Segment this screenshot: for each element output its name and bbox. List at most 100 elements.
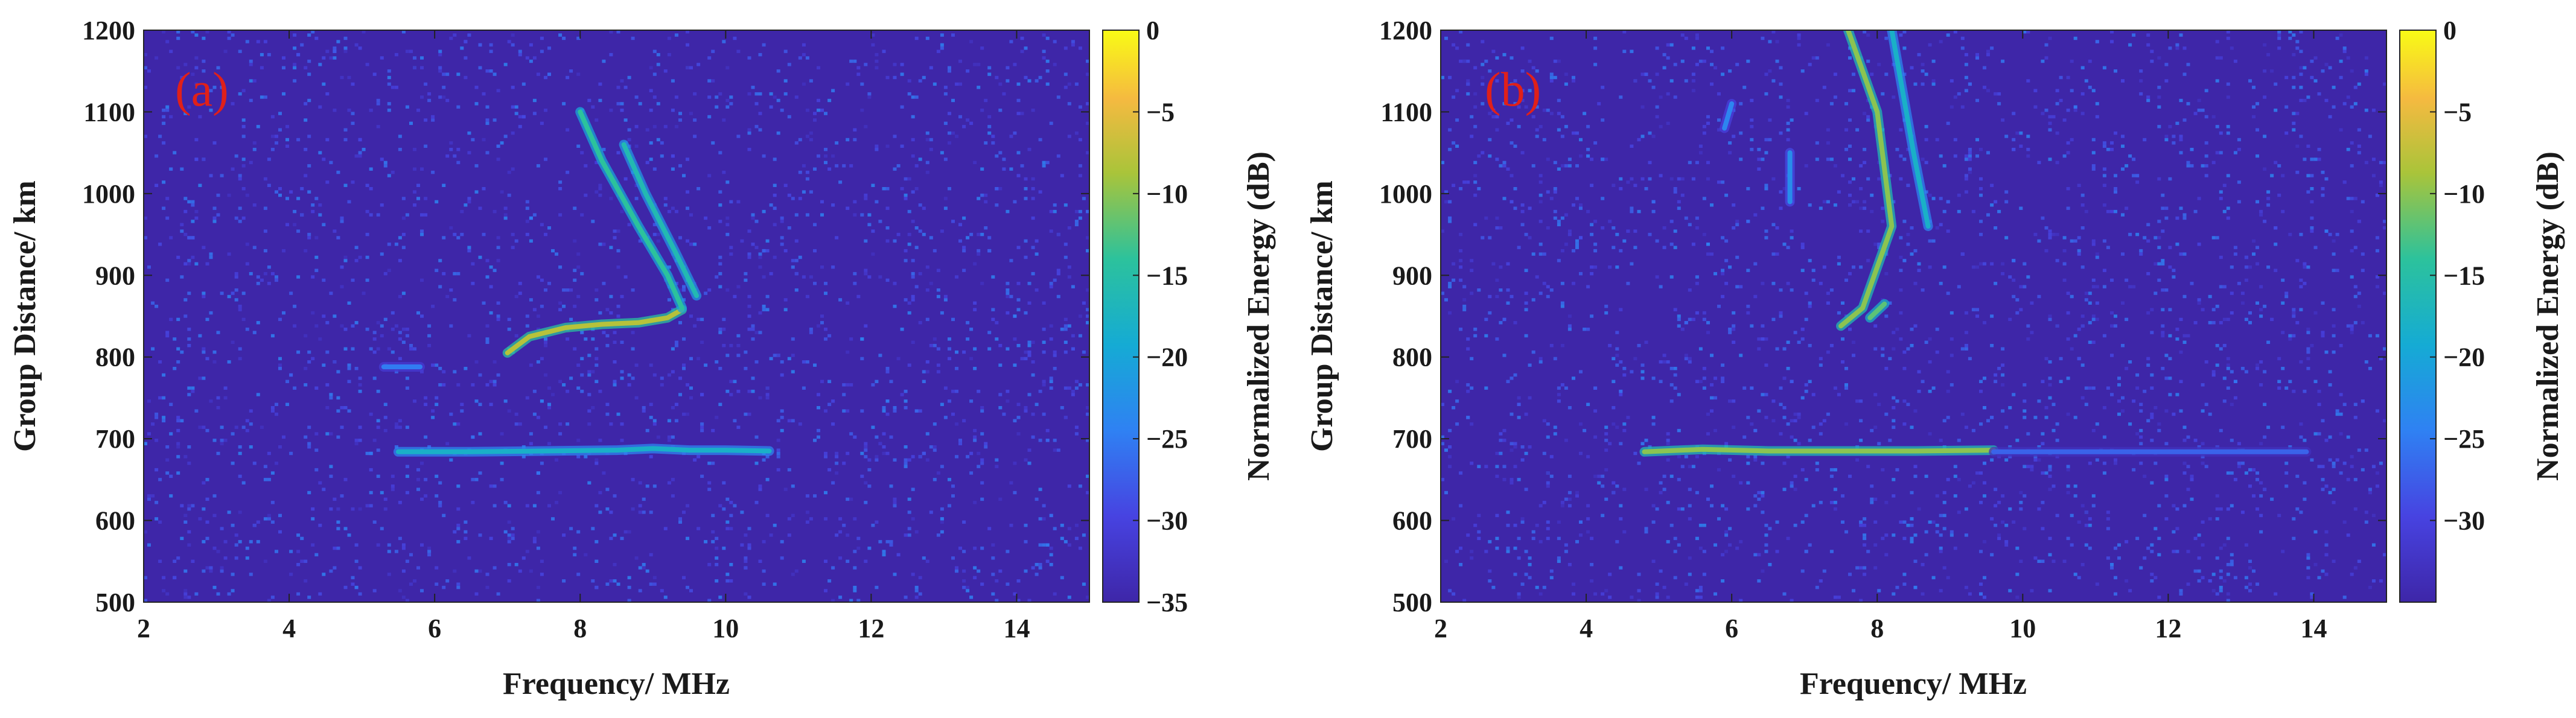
noise-cell	[1524, 291, 1528, 295]
noise-cell	[722, 328, 726, 331]
noise-cell	[758, 488, 762, 491]
noise-cell	[620, 376, 624, 380]
noise-cell	[347, 301, 351, 305]
noise-cell	[2132, 285, 2136, 288]
noise-cell	[1546, 190, 1550, 194]
noise-cell	[627, 530, 631, 534]
noise-cell	[2172, 141, 2176, 145]
noise-cell	[2266, 340, 2271, 344]
noise-cell	[2277, 33, 2281, 37]
noise-cell	[314, 553, 319, 557]
noise-cell	[1779, 82, 1783, 86]
noise-cell	[1549, 569, 1554, 573]
noise-cell	[1448, 148, 1452, 151]
noise-cell	[1761, 324, 1765, 328]
noise-cell	[1695, 491, 1699, 495]
noise-cell	[1549, 576, 1554, 580]
noise-cell	[387, 243, 391, 246]
noise-cell	[1721, 46, 1725, 50]
noise-cell	[1717, 305, 1721, 308]
noise-cell	[2230, 559, 2234, 563]
noise-cell	[238, 540, 242, 544]
noise-cell	[2201, 520, 2205, 524]
noise-cell	[969, 357, 974, 361]
noise-cell	[2186, 334, 2190, 338]
noise-cell	[1630, 49, 1634, 53]
noise-cell	[1042, 328, 1046, 331]
noise-cell	[2023, 285, 2027, 288]
noise-cell	[2310, 458, 2314, 462]
noise-cell	[453, 422, 457, 426]
noise-cell	[936, 268, 940, 272]
noise-cell	[2001, 59, 2005, 63]
noise-cell	[289, 291, 293, 295]
noise-cell	[1848, 118, 1852, 122]
noise-cell	[2197, 243, 2201, 246]
noise-cell	[2110, 30, 2114, 34]
noise-cell	[598, 187, 602, 191]
noise-cell	[2383, 82, 2386, 86]
noise-cell	[2237, 200, 2241, 204]
noise-cell	[973, 428, 977, 433]
noise-cell	[416, 109, 420, 112]
noise-cell	[2375, 275, 2379, 279]
noise-cell	[191, 504, 195, 507]
noise-cell	[1964, 174, 1968, 177]
noise-cell	[278, 317, 282, 322]
noise-cell	[2263, 370, 2267, 373]
noise-cell	[2226, 317, 2230, 322]
noise-cell	[391, 170, 395, 174]
noise-cell	[187, 530, 191, 534]
noise-cell	[907, 301, 911, 305]
noise-cell	[267, 517, 271, 521]
noise-cell	[514, 294, 518, 299]
noise-cell	[1567, 324, 1572, 328]
noise-cell	[875, 59, 879, 63]
noise-cell	[2175, 337, 2179, 341]
noise-cell	[656, 52, 660, 57]
noise-cell	[322, 363, 326, 367]
noise-cell	[223, 556, 228, 560]
noise-cell	[613, 360, 617, 364]
noise-cell	[376, 321, 380, 325]
noise-cell	[882, 553, 886, 557]
noise-cell	[2091, 167, 2096, 171]
noise-cell	[1761, 36, 1765, 40]
noise-cell	[911, 190, 915, 194]
noise-cell	[1020, 36, 1024, 40]
noise-cell	[802, 360, 806, 364]
noise-cell	[2110, 148, 2114, 151]
noise-cell	[1717, 468, 1721, 472]
noise-cell	[1881, 468, 1885, 472]
noise-cell	[1462, 285, 1467, 288]
noise-cell	[1924, 474, 1928, 478]
noise-cell	[2270, 497, 2274, 501]
noise-cell	[2157, 56, 2161, 60]
noise-cell	[544, 288, 547, 292]
noise-cell	[1538, 193, 1543, 197]
noise-cell	[322, 573, 326, 576]
noise-cell	[838, 298, 843, 302]
noise-cell	[2259, 481, 2263, 484]
noise-cell	[241, 89, 246, 92]
noise-cell	[202, 69, 206, 73]
noise-cell	[2219, 197, 2223, 200]
noise-cell	[2263, 220, 2267, 223]
noise-cell	[1619, 517, 1623, 521]
noise-cell	[893, 305, 897, 308]
noise-cell	[1024, 75, 1028, 80]
noise-cell	[1659, 95, 1663, 99]
noise-cell	[580, 373, 584, 377]
noise-cell	[1622, 239, 1627, 243]
noise-cell	[1035, 573, 1039, 576]
noise-cell	[707, 226, 712, 230]
noise-cell	[700, 425, 704, 429]
noise-cell	[485, 585, 489, 589]
noise-cell	[1953, 95, 1957, 99]
noise-cell	[351, 121, 355, 125]
noise-cell	[464, 367, 468, 370]
noise-cell	[1975, 308, 1979, 311]
noise-cell	[940, 46, 944, 50]
noise-cell	[867, 213, 872, 217]
noise-cell	[2342, 102, 2347, 106]
